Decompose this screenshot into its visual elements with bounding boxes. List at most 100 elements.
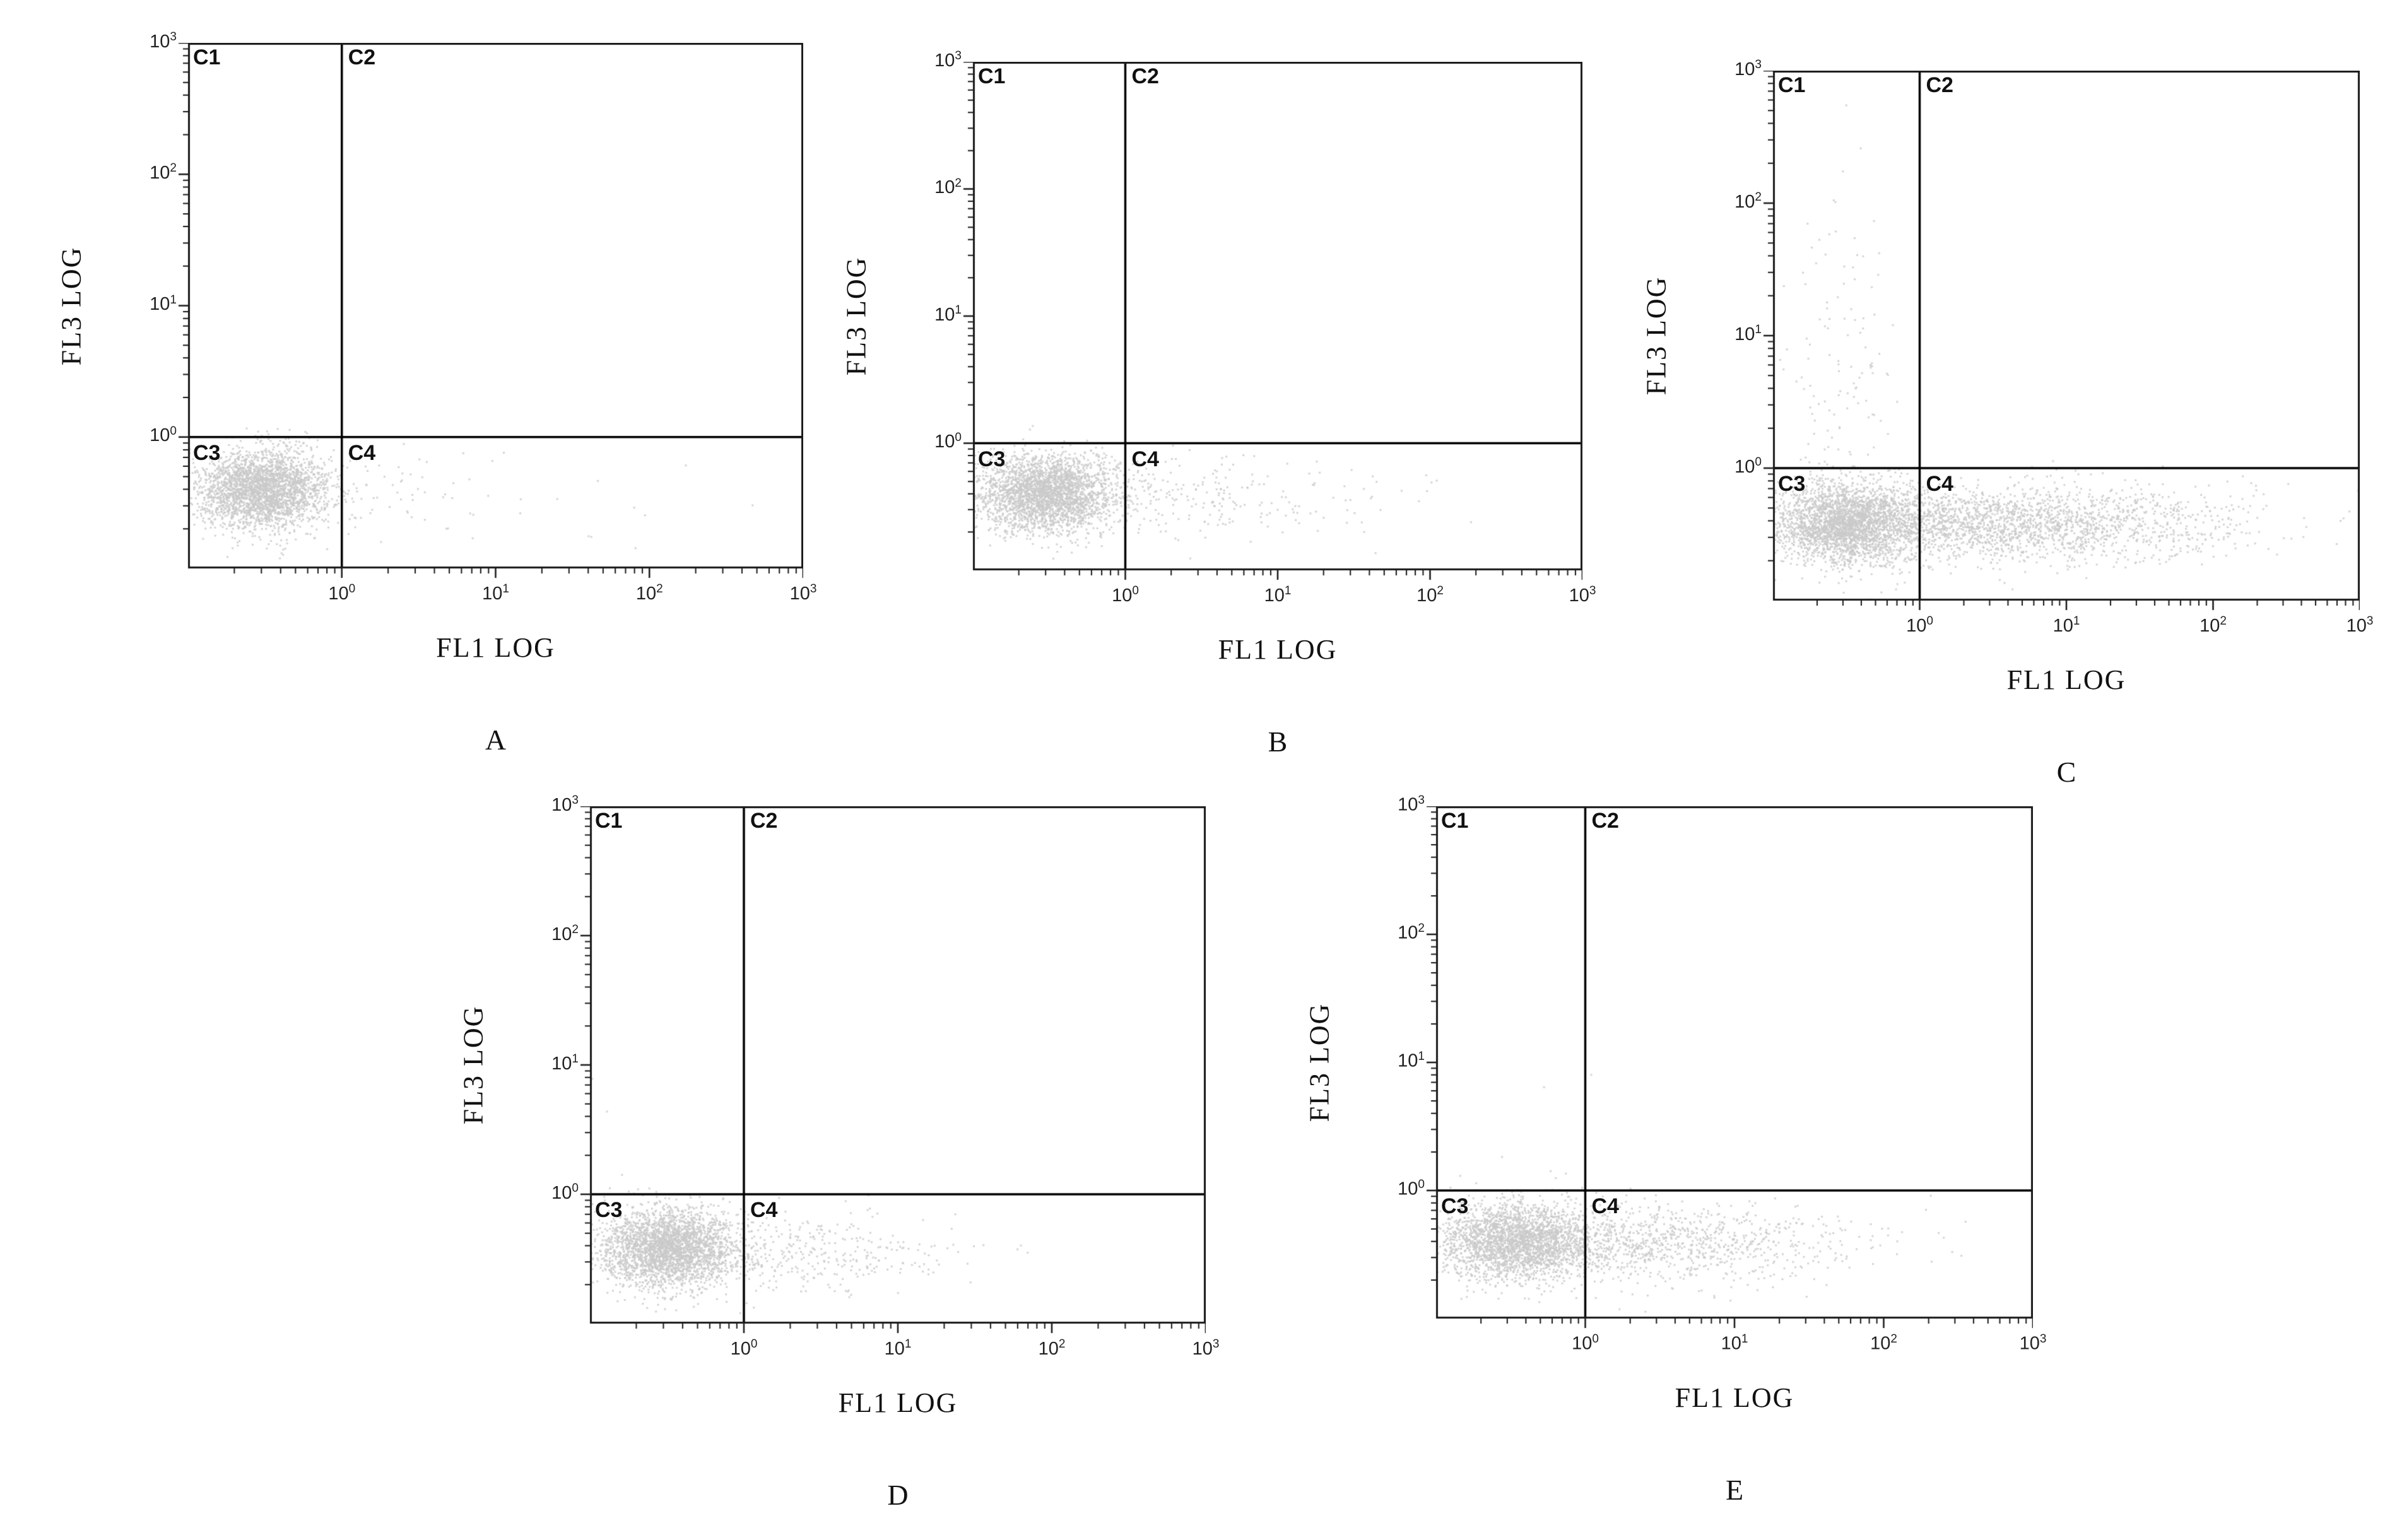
quadrant-label-c3: C3: [1778, 472, 1806, 496]
tick-exponent: 3: [1755, 58, 1762, 71]
tick-exponent: 2: [1418, 922, 1425, 935]
x-tick-label: 100: [1558, 1332, 1613, 1355]
flow-cytometry-panel-b: FL3 LOG C1 C2 C3 C4 FL1 LOG B 100 101 102 1…: [841, 49, 1596, 758]
flow-cytometry-panel-d: FL3 LOG C1 C2 C3 C4 FL1 LOG D 100 101 102 1…: [458, 794, 1220, 1511]
y-tick-label: 103: [902, 49, 962, 71]
tick-base: 10: [2346, 615, 2367, 636]
plot-area: C1 C2 C3 C4: [1754, 71, 2360, 620]
flow-cytometry-panel-e: FL3 LOG C1 C2 C3 C4 FL1 LOG E 100 101 102 1…: [1304, 794, 2047, 1506]
tick-exponent: 1: [1284, 584, 1292, 597]
plot-area: C1 C2 C3 C4: [571, 806, 1206, 1343]
y-tick-label: 102: [1365, 922, 1425, 944]
quadrant-label-c4: C4: [750, 1198, 778, 1222]
tick-base: 10: [2052, 615, 2073, 636]
tick-exponent: 1: [955, 303, 962, 317]
y-tick-label: 100: [519, 1182, 579, 1204]
tick-exponent: 2: [1890, 1332, 1897, 1346]
x-tick-label: 101: [2039, 614, 2094, 637]
quadrant-label-c4: C4: [348, 440, 376, 465]
x-tick-label: 100: [1098, 584, 1153, 606]
tick-base: 10: [1264, 585, 1285, 606]
x-axis-title: FL1 LOG: [1675, 1382, 1794, 1413]
tick-exponent: 1: [1741, 1332, 1748, 1346]
tick-base: 10: [150, 425, 170, 446]
tick-exponent: 3: [2366, 614, 2374, 628]
quadrant-label-c3: C3: [978, 447, 1006, 471]
tick-exponent: 1: [502, 582, 509, 596]
y-axis-title: FL3 LOG: [56, 246, 87, 365]
quadrant-label-c2: C2: [1131, 64, 1159, 88]
tick-exponent: 0: [572, 1182, 579, 1195]
y-tick-label: 102: [1702, 191, 1762, 213]
tick-exponent: 0: [1592, 1332, 1599, 1346]
scatter-canvas: [1754, 71, 2360, 620]
tick-base: 10: [328, 583, 349, 604]
tick-base: 10: [551, 1053, 572, 1074]
tick-exponent: 1: [2073, 614, 2080, 628]
x-tick-label: 102: [1857, 1332, 1911, 1355]
tick-base: 10: [934, 304, 955, 325]
x-tick-label: 100: [1893, 614, 1947, 637]
tick-base: 10: [635, 583, 657, 604]
tick-exponent: 1: [1755, 323, 1762, 336]
tick-exponent: 3: [810, 582, 817, 596]
tick-exponent: 0: [170, 424, 177, 438]
tick-base: 10: [1906, 615, 1927, 636]
x-tick-label: 100: [315, 582, 369, 604]
tick-base: 10: [1416, 585, 1437, 606]
x-tick-label: 101: [1251, 584, 1305, 606]
x-tick-label: 103: [776, 582, 830, 604]
plot-area: C1 C2 C3 C4: [954, 62, 1582, 589]
y-tick-label: 100: [1702, 456, 1762, 478]
tick-base: 10: [1572, 1333, 1593, 1354]
tick-exponent: 2: [955, 176, 962, 190]
tick-base: 10: [1192, 1338, 1213, 1359]
tick-base: 10: [551, 924, 572, 944]
tick-base: 10: [1398, 1179, 1418, 1199]
tick-exponent: 0: [348, 582, 356, 596]
y-tick-label: 102: [902, 177, 962, 199]
tick-exponent: 2: [1437, 584, 1444, 597]
x-tick-label: 100: [717, 1337, 771, 1360]
tick-base: 10: [934, 177, 955, 198]
x-tick-label: 103: [2006, 1332, 2060, 1355]
tick-exponent: 1: [572, 1052, 579, 1066]
quadrant-label-c1: C1: [978, 64, 1006, 88]
quadrant-label-c3: C3: [193, 440, 221, 465]
y-axis-title: FL3 LOG: [840, 256, 872, 376]
panel-letter: E: [1725, 1474, 1744, 1506]
tick-exponent: 3: [170, 30, 177, 44]
x-tick-label: 101: [1707, 1332, 1762, 1355]
quadrant-label-c3: C3: [1441, 1194, 1469, 1218]
tick-exponent: 2: [656, 582, 663, 596]
y-axis-title: FL3 LOG: [1640, 276, 1672, 396]
x-tick-label: 101: [469, 582, 523, 604]
tick-exponent: 3: [955, 49, 962, 62]
quadrant-label-c2: C2: [348, 45, 376, 69]
tick-base: 10: [1734, 59, 1755, 79]
tick-exponent: 3: [2039, 1332, 2047, 1346]
y-tick-label: 101: [1365, 1050, 1425, 1072]
x-tick-label: 102: [622, 582, 676, 604]
tick-base: 10: [1112, 585, 1133, 606]
tick-base: 10: [730, 1338, 751, 1359]
quadrant-label-c4: C4: [1591, 1194, 1619, 1218]
quadrant-label-c2: C2: [1926, 73, 1953, 97]
tick-exponent: 0: [1418, 1178, 1425, 1191]
tick-base: 10: [1398, 1050, 1418, 1071]
quadrant-label-c1: C1: [595, 809, 623, 833]
panel-letter: C: [2056, 756, 2076, 788]
panel-letter: A: [485, 724, 507, 756]
quadrant-label-c1: C1: [1778, 73, 1806, 97]
flow-cytometry-panel-c: FL3 LOG C1 C2 C3 C4 FL1 LOG C 100 101 102 1…: [1641, 58, 2374, 788]
tick-exponent: 3: [572, 794, 579, 807]
y-tick-label: 101: [1702, 323, 1762, 345]
tick-base: 10: [789, 583, 810, 604]
quadrant-label-c3: C3: [595, 1198, 623, 1222]
x-tick-label: 103: [2333, 614, 2385, 637]
tick-base: 10: [1734, 324, 1755, 344]
x-axis-title: FL1 LOG: [1218, 634, 1338, 665]
y-tick-label: 102: [117, 162, 177, 184]
tick-exponent: 3: [1418, 794, 1425, 807]
